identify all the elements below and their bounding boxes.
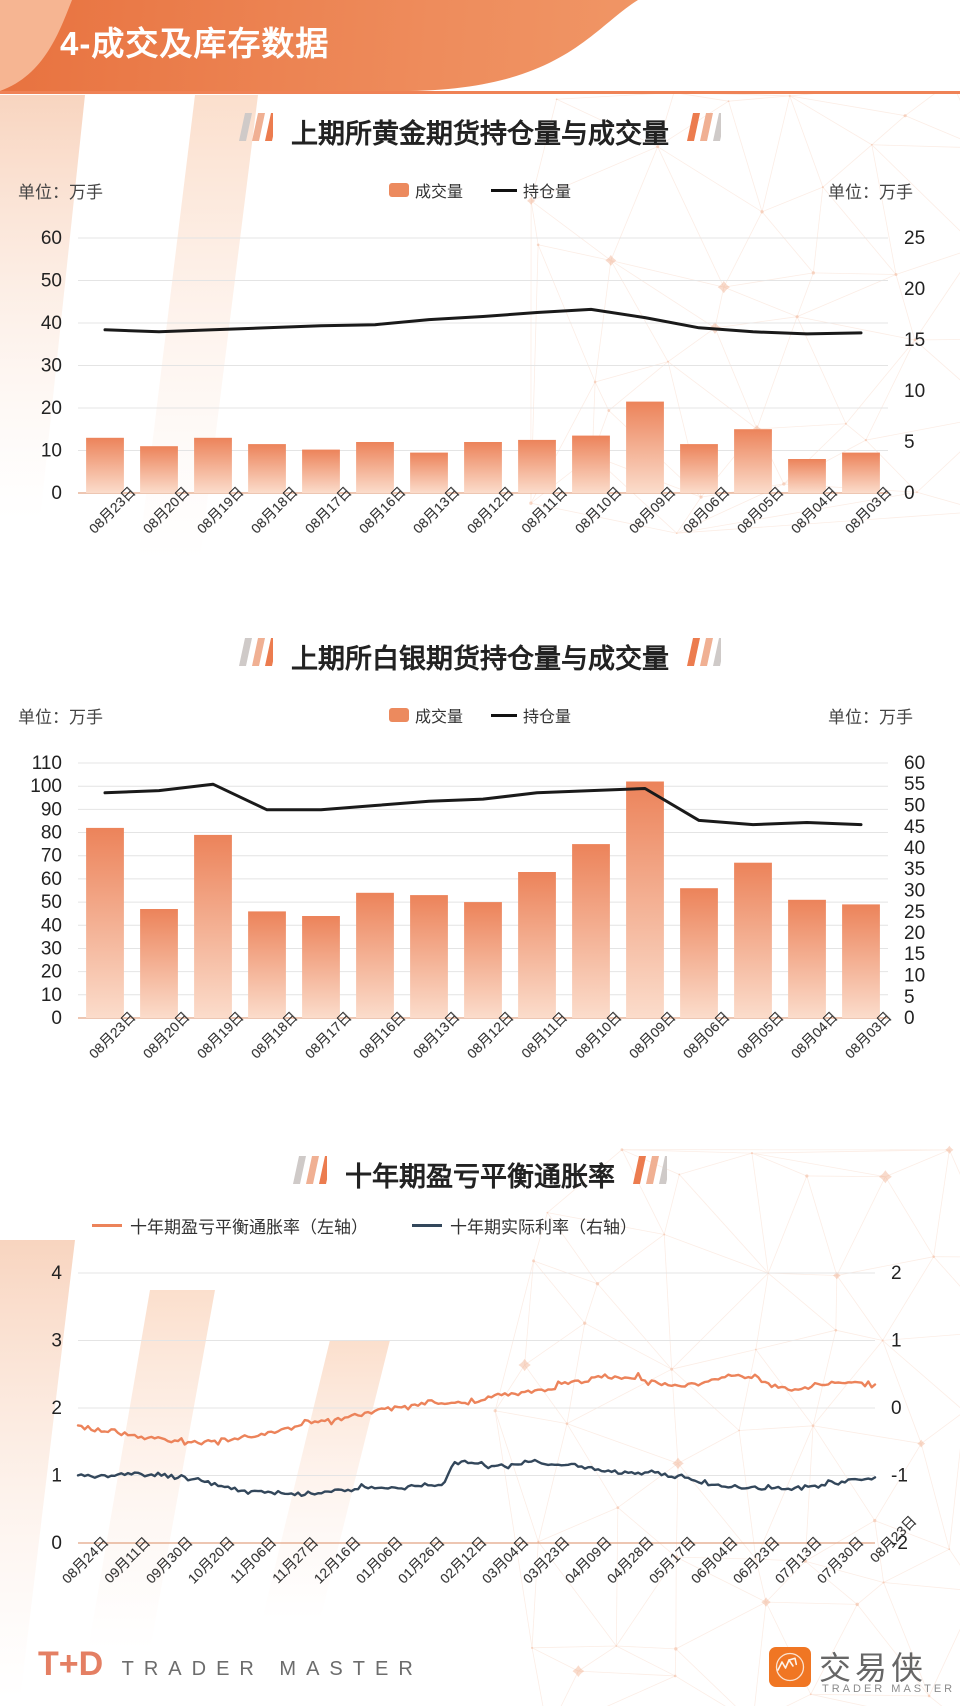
svg-text:80: 80: [41, 823, 62, 844]
svg-text:1: 1: [51, 1466, 62, 1487]
svg-text:25: 25: [904, 228, 925, 249]
svg-text:0: 0: [891, 1398, 902, 1419]
svg-text:20: 20: [904, 923, 925, 944]
svg-text:45: 45: [904, 817, 925, 838]
svg-text:5: 5: [904, 987, 915, 1008]
svg-text:-1: -1: [891, 1466, 908, 1487]
svg-text:20: 20: [41, 398, 62, 419]
svg-text:40: 40: [904, 838, 925, 859]
svg-text:90: 90: [41, 799, 62, 820]
svg-text:10: 10: [904, 966, 925, 987]
svg-text:55: 55: [904, 774, 925, 795]
svg-text:0: 0: [51, 1008, 62, 1029]
svg-text:2: 2: [51, 1398, 62, 1419]
svg-text:0: 0: [51, 1533, 62, 1554]
svg-text:50: 50: [41, 892, 62, 913]
svg-text:1: 1: [891, 1331, 902, 1352]
svg-text:30: 30: [904, 881, 925, 902]
svg-text:10: 10: [41, 985, 62, 1006]
svg-text:15: 15: [904, 330, 925, 351]
svg-text:40: 40: [41, 313, 62, 334]
svg-text:2: 2: [891, 1263, 902, 1284]
svg-text:60: 60: [41, 228, 62, 249]
svg-text:100: 100: [30, 776, 62, 797]
svg-text:4: 4: [51, 1263, 62, 1284]
svg-text:0: 0: [904, 1008, 915, 1029]
svg-text:60: 60: [41, 869, 62, 890]
svg-text:10: 10: [904, 381, 925, 402]
svg-text:0: 0: [904, 483, 915, 504]
svg-text:0: 0: [51, 483, 62, 504]
svg-text:20: 20: [904, 279, 925, 300]
svg-text:15: 15: [904, 944, 925, 965]
svg-text:110: 110: [32, 753, 62, 774]
svg-text:50: 50: [41, 271, 62, 292]
svg-text:30: 30: [41, 356, 62, 377]
svg-text:60: 60: [904, 753, 925, 774]
svg-text:50: 50: [904, 796, 925, 817]
svg-text:25: 25: [904, 902, 925, 923]
svg-text:20: 20: [41, 962, 62, 983]
svg-text:35: 35: [904, 859, 925, 880]
svg-text:40: 40: [41, 915, 62, 936]
svg-text:3: 3: [51, 1331, 62, 1352]
svg-text:5: 5: [904, 432, 915, 453]
svg-text:70: 70: [41, 846, 62, 867]
svg-text:10: 10: [41, 441, 62, 462]
svg-text:30: 30: [41, 939, 62, 960]
